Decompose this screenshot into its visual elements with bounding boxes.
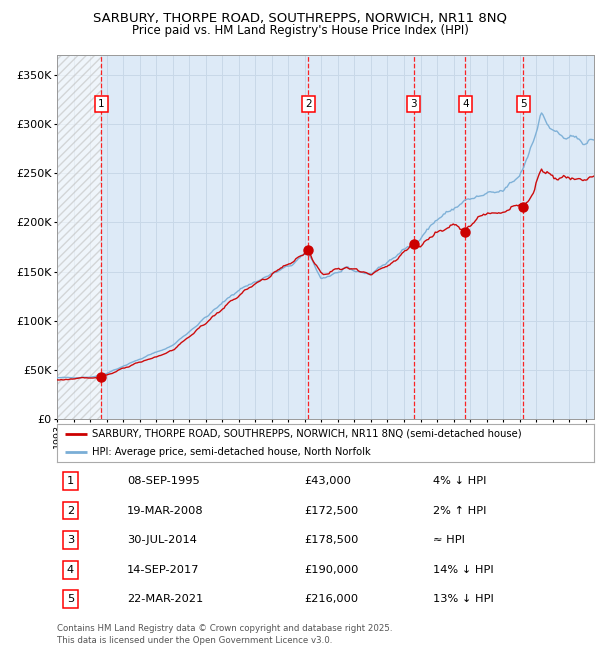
Text: ≈ HPI: ≈ HPI — [433, 535, 465, 545]
Text: HPI: Average price, semi-detached house, North Norfolk: HPI: Average price, semi-detached house,… — [92, 447, 371, 457]
Text: £190,000: £190,000 — [304, 565, 358, 575]
Text: Price paid vs. HM Land Registry's House Price Index (HPI): Price paid vs. HM Land Registry's House … — [131, 24, 469, 37]
Text: £43,000: £43,000 — [304, 476, 351, 486]
Text: Contains HM Land Registry data © Crown copyright and database right 2025.
This d: Contains HM Land Registry data © Crown c… — [57, 624, 392, 645]
Text: 5: 5 — [67, 595, 74, 604]
Text: 1: 1 — [67, 476, 74, 486]
Text: £172,500: £172,500 — [304, 506, 358, 515]
Text: 30-JUL-2014: 30-JUL-2014 — [127, 535, 197, 545]
Text: £216,000: £216,000 — [304, 595, 358, 604]
Text: 4: 4 — [462, 99, 469, 109]
Text: 2% ↑ HPI: 2% ↑ HPI — [433, 506, 487, 515]
Text: 13% ↓ HPI: 13% ↓ HPI — [433, 595, 494, 604]
Bar — [57, 55, 101, 419]
Text: 08-SEP-1995: 08-SEP-1995 — [127, 476, 200, 486]
Text: 14% ↓ HPI: 14% ↓ HPI — [433, 565, 494, 575]
Text: 4% ↓ HPI: 4% ↓ HPI — [433, 476, 487, 486]
Text: 2: 2 — [305, 99, 311, 109]
Text: 14-SEP-2017: 14-SEP-2017 — [127, 565, 199, 575]
Text: £178,500: £178,500 — [304, 535, 358, 545]
Text: 5: 5 — [520, 99, 527, 109]
Text: 3: 3 — [67, 535, 74, 545]
Text: 3: 3 — [410, 99, 417, 109]
Text: SARBURY, THORPE ROAD, SOUTHREPPS, NORWICH, NR11 8NQ (semi-detached house): SARBURY, THORPE ROAD, SOUTHREPPS, NORWIC… — [92, 428, 521, 439]
Text: 2: 2 — [67, 506, 74, 515]
Text: 4: 4 — [67, 565, 74, 575]
Text: 19-MAR-2008: 19-MAR-2008 — [127, 506, 203, 515]
Text: 1: 1 — [98, 99, 105, 109]
Text: 22-MAR-2021: 22-MAR-2021 — [127, 595, 203, 604]
Text: SARBURY, THORPE ROAD, SOUTHREPPS, NORWICH, NR11 8NQ: SARBURY, THORPE ROAD, SOUTHREPPS, NORWIC… — [93, 12, 507, 25]
